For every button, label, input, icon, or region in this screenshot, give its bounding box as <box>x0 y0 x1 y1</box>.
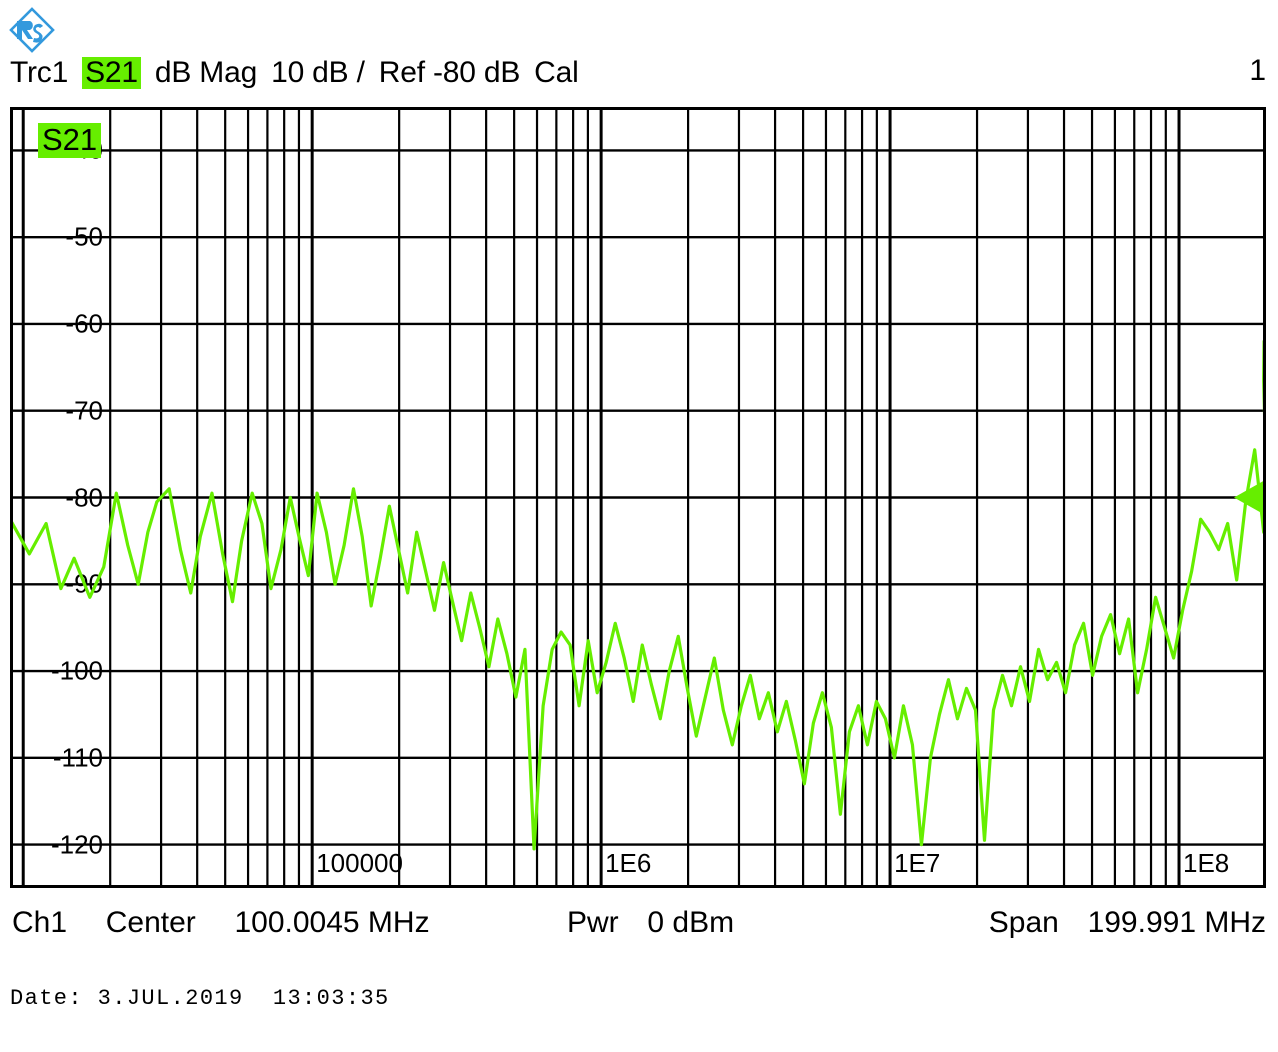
x-axis-tick-label: 1E6 <box>605 848 652 878</box>
channel-number-label: 1 <box>1249 54 1266 87</box>
trace-scale-label[interactable]: 10 dB / <box>271 56 365 89</box>
span-label: Span <box>988 906 1059 939</box>
x-axis-labels: 100000 1E6 1E7 1E8 <box>10 848 1266 884</box>
x-axis-tick-label: 1E7 <box>894 848 941 878</box>
trace-reference-label[interactable]: Ref -80 dB <box>378 56 521 89</box>
power-value[interactable]: 0 dBm <box>647 906 735 939</box>
x-axis-tick-label: 100000 <box>316 848 403 878</box>
center-frequency-label: Center <box>105 906 196 939</box>
span-value[interactable]: 199.991 MHz <box>1087 906 1266 939</box>
reference-marker-icon[interactable] <box>10 107 1266 888</box>
trace-header: Trc1 S21 dB Mag 10 dB / Ref -80 dB Cal <box>10 54 593 92</box>
channel-label[interactable]: Ch1 <box>12 906 68 939</box>
status-power-group: Pwr 0 dBm <box>567 906 734 940</box>
x-axis-tick-label: 1E8 <box>1183 848 1230 878</box>
power-label: Pwr <box>567 906 619 939</box>
trace-name-label[interactable]: Trc1 <box>10 56 69 89</box>
calibration-state-label: Cal <box>534 56 579 89</box>
rohde-schwarz-logo-icon <box>8 6 56 54</box>
status-left-group: Ch1 Center 100.0045 MHz <box>12 906 430 940</box>
status-span-group: Span 199.991 MHz <box>989 906 1266 940</box>
plot-trace-chip[interactable]: S21 <box>38 122 102 158</box>
center-frequency-value[interactable]: 100.0045 MHz <box>234 906 430 939</box>
plot-grid <box>10 107 1266 888</box>
trace-s21-curve <box>10 278 1266 851</box>
status-bar: Ch1 Center 100.0045 MHz Pwr 0 dBm Span 1… <box>0 906 1278 948</box>
trace-format-label[interactable]: dB Mag <box>154 56 258 89</box>
date-timestamp-label: Date: 3.JUL.2019 13:03:35 <box>10 986 390 1011</box>
trace-parameter-chip[interactable]: S21 <box>82 57 141 89</box>
plot-area[interactable]: S21 <box>10 107 1266 888</box>
